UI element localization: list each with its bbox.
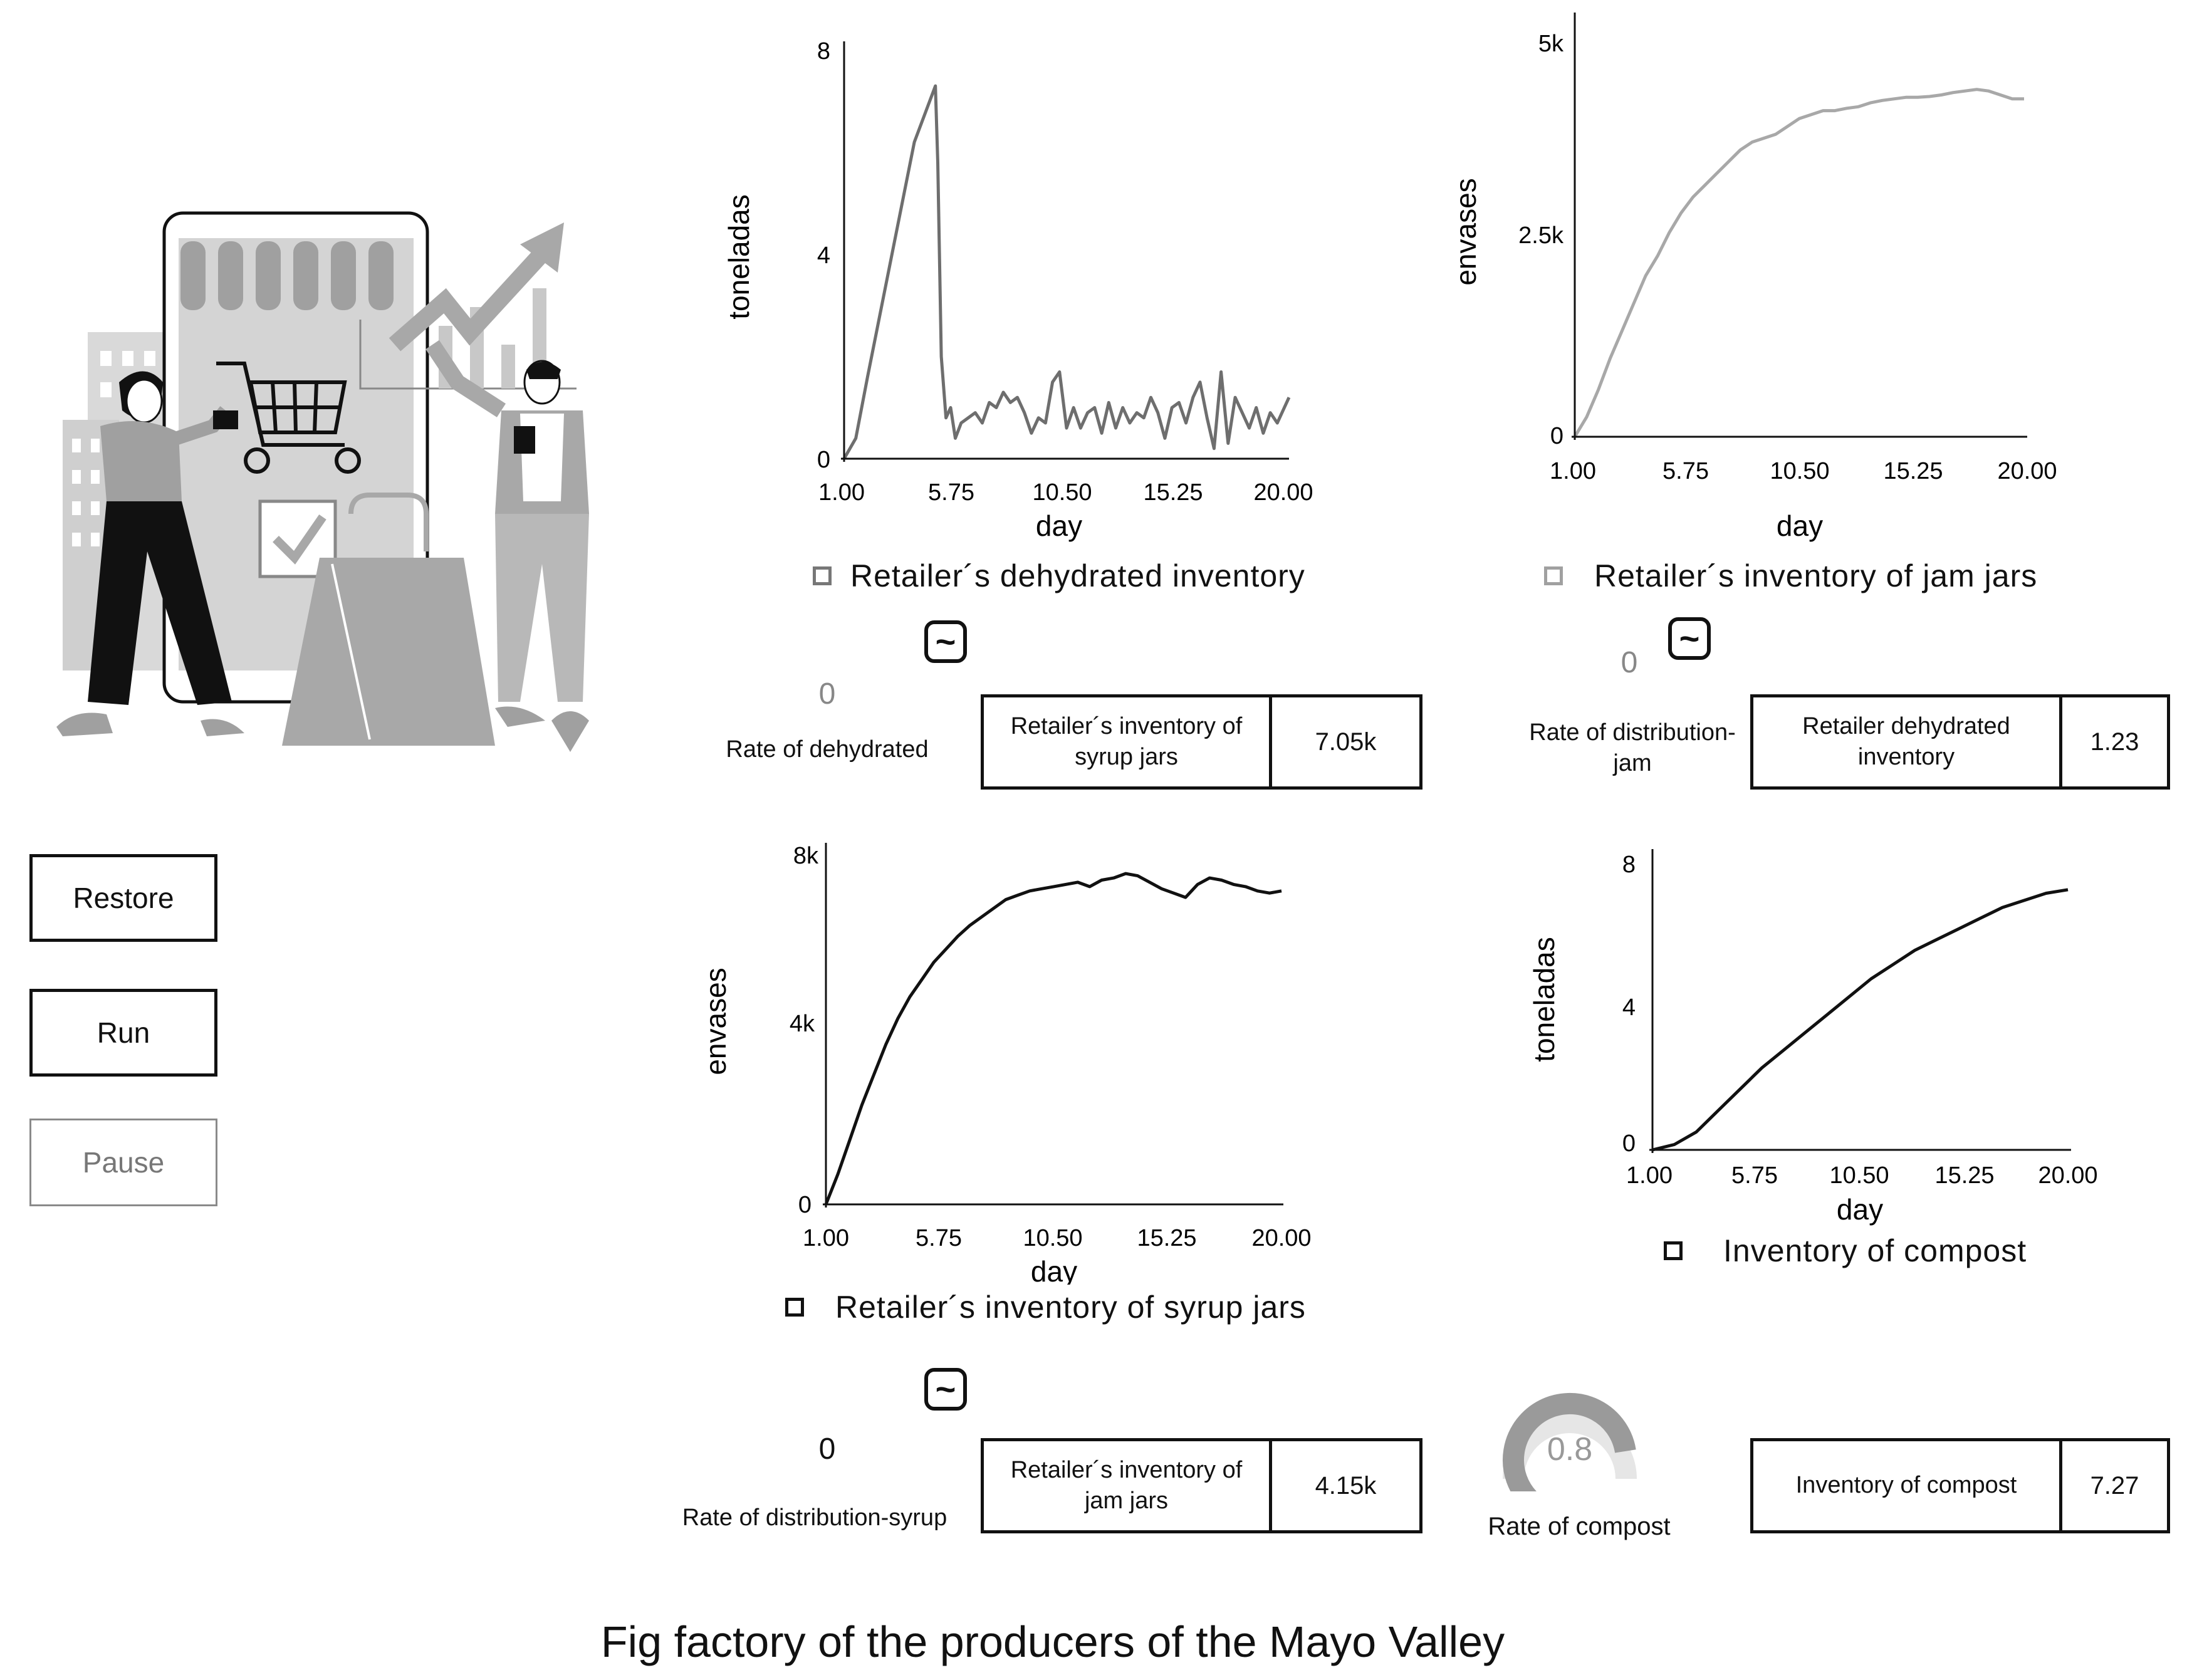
y-axis-label: envases xyxy=(699,968,732,1075)
restore-button[interactable]: Restore xyxy=(29,854,217,942)
display-syrup-inventory: Retailer´s inventory of syrup jars 7.05k xyxy=(981,694,1422,790)
x-axis-label: day xyxy=(1777,509,1823,542)
shopping-illustration xyxy=(56,211,589,752)
legend-swatch xyxy=(785,1298,804,1317)
display-value: 7.05k xyxy=(1315,728,1377,756)
slider-syrup-label: Rate of distribution-syrup xyxy=(682,1505,947,1531)
series-line xyxy=(824,872,1282,1205)
pause-button[interactable]: Pause xyxy=(29,1119,217,1206)
y-tick-label: 8 xyxy=(817,38,830,65)
x-axis-label: day xyxy=(1837,1193,1883,1226)
legend-swatch xyxy=(813,566,832,585)
x-axis-label: day xyxy=(1031,1255,1077,1285)
y-tick-label: 8k xyxy=(793,843,819,869)
x-tick-label: 5.75 xyxy=(928,479,974,506)
y-tick-label: 4k xyxy=(790,1011,815,1037)
legend-label: Retailer´s inventory of jam jars xyxy=(1594,558,2038,593)
x-tick-label: 20.00 xyxy=(2038,1162,2097,1189)
x-axis-label: day xyxy=(1036,509,1082,542)
x-tick-label: 15.25 xyxy=(1143,479,1203,506)
y-axis-label: toneladas xyxy=(723,194,755,320)
chart-compost: 0 4 8 1.00 5.75 10.50 15.25 20.00 day to… xyxy=(1528,849,2098,1226)
slider-dehydrated-label: Rate of dehydrated xyxy=(726,736,929,763)
slider-jam-value: 0 xyxy=(1621,646,1638,679)
x-tick-label: 10.50 xyxy=(1032,479,1092,506)
slider-dehydrated-icon[interactable]: ~ xyxy=(924,620,967,663)
slider-dehydrated-value: 0 xyxy=(818,677,836,711)
legend-swatch xyxy=(1544,566,1563,585)
y-tick-label: 5k xyxy=(1538,31,1564,57)
legend-label: Retailer´s dehydrated inventory xyxy=(850,558,1305,593)
gauge-fill xyxy=(1503,1392,1636,1491)
display-dehydrated-inventory: Retailer dehydrated inventory 1.23 xyxy=(1750,694,2170,790)
x-tick-label: 15.25 xyxy=(1883,458,1943,484)
x-tick-label: 5.75 xyxy=(916,1225,962,1251)
series-line xyxy=(1652,888,2069,1152)
compost-rate-gauge[interactable]: 0.8 xyxy=(1495,1379,1645,1491)
legend-label: Inventory of compost xyxy=(1723,1233,2027,1268)
display-label: Retailer´s inventory of syrup jars xyxy=(984,697,1272,786)
y-tick-label: 4 xyxy=(817,243,830,269)
x-tick-label: 10.50 xyxy=(1770,458,1829,484)
chart-dehydrated-inventory: 0 4 8 1.00 5.75 10.50 15.25 20.00 day to… xyxy=(723,38,1313,542)
slider-jam-icon[interactable]: ~ xyxy=(1668,617,1711,660)
x-tick-label: 15.25 xyxy=(1137,1225,1196,1251)
x-tick-label: 10.50 xyxy=(1023,1225,1082,1251)
display-value: 1.23 xyxy=(2090,728,2139,756)
y-tick-label: 0 xyxy=(798,1192,812,1218)
figure-caption: Fig factory of the producers of the Mayo… xyxy=(600,1617,1505,1666)
display-label: Retailer´s inventory of jam jars xyxy=(984,1441,1272,1530)
x-tick-label: 10.50 xyxy=(1829,1162,1889,1189)
chart-jam-jars: 0 2.5k 5k 1.00 5.75 10.50 15.25 20.00 da… xyxy=(1449,13,2057,542)
y-tick-label: 4 xyxy=(1622,994,1636,1021)
y-tick-label: 8 xyxy=(1622,852,1636,878)
legend-compost: Inventory of compost xyxy=(1664,1233,2027,1269)
y-tick-label: 0 xyxy=(1622,1130,1636,1157)
gauge-value: 0.8 xyxy=(1547,1431,1592,1468)
x-tick-label: 1.00 xyxy=(818,479,865,506)
y-axis-label: envases xyxy=(1449,178,1482,285)
x-tick-label: 20.00 xyxy=(1253,479,1313,506)
slider-compost-label: Rate of compost xyxy=(1488,1513,1671,1540)
legend-dehydrated-inventory: Retailer´s dehydrated inventory xyxy=(813,558,1305,594)
x-tick-label: 1.00 xyxy=(803,1225,849,1251)
legend-syrup-jars: Retailer´s inventory of syrup jars xyxy=(785,1289,1306,1325)
display-label: Inventory of compost xyxy=(1753,1441,2062,1530)
x-tick-label: 1.00 xyxy=(1626,1162,1673,1189)
legend-swatch xyxy=(1664,1241,1683,1260)
display-compost-inventory: Inventory of compost 7.27 xyxy=(1750,1438,2170,1533)
chart-syrup-jars: 0 4k 8k 1.00 5.75 10.50 15.25 20.00 day … xyxy=(699,843,1312,1285)
display-jam-inventory: Retailer´s inventory of jam jars 4.15k xyxy=(981,1438,1422,1533)
x-tick-label: 5.75 xyxy=(1731,1162,1778,1189)
display-label: Retailer dehydrated inventory xyxy=(1753,697,2062,786)
x-tick-label: 20.00 xyxy=(1997,458,2057,484)
x-tick-label: 5.75 xyxy=(1662,458,1709,484)
legend-jam-jars: Retailer´s inventory of jam jars xyxy=(1544,558,2037,594)
x-tick-label: 15.25 xyxy=(1934,1162,1994,1189)
series-line xyxy=(842,84,1291,460)
slider-syrup-icon[interactable]: ~ xyxy=(924,1368,967,1411)
x-tick-label: 1.00 xyxy=(1550,458,1596,484)
slider-jam-label: Rate of distribution-jam xyxy=(1529,719,1736,777)
run-button[interactable]: Run xyxy=(29,989,217,1077)
slider-syrup-value: 0 xyxy=(818,1432,836,1466)
legend-label: Retailer´s inventory of syrup jars xyxy=(835,1290,1306,1325)
series-line xyxy=(1573,88,2024,438)
display-value: 4.15k xyxy=(1315,1471,1377,1500)
x-tick-label: 20.00 xyxy=(1251,1225,1311,1251)
y-tick-label: 0 xyxy=(817,447,830,473)
display-value: 7.27 xyxy=(2090,1471,2139,1500)
y-tick-label: 2.5k xyxy=(1518,222,1564,249)
y-tick-label: 0 xyxy=(1550,423,1563,449)
y-axis-label: toneladas xyxy=(1528,937,1560,1062)
